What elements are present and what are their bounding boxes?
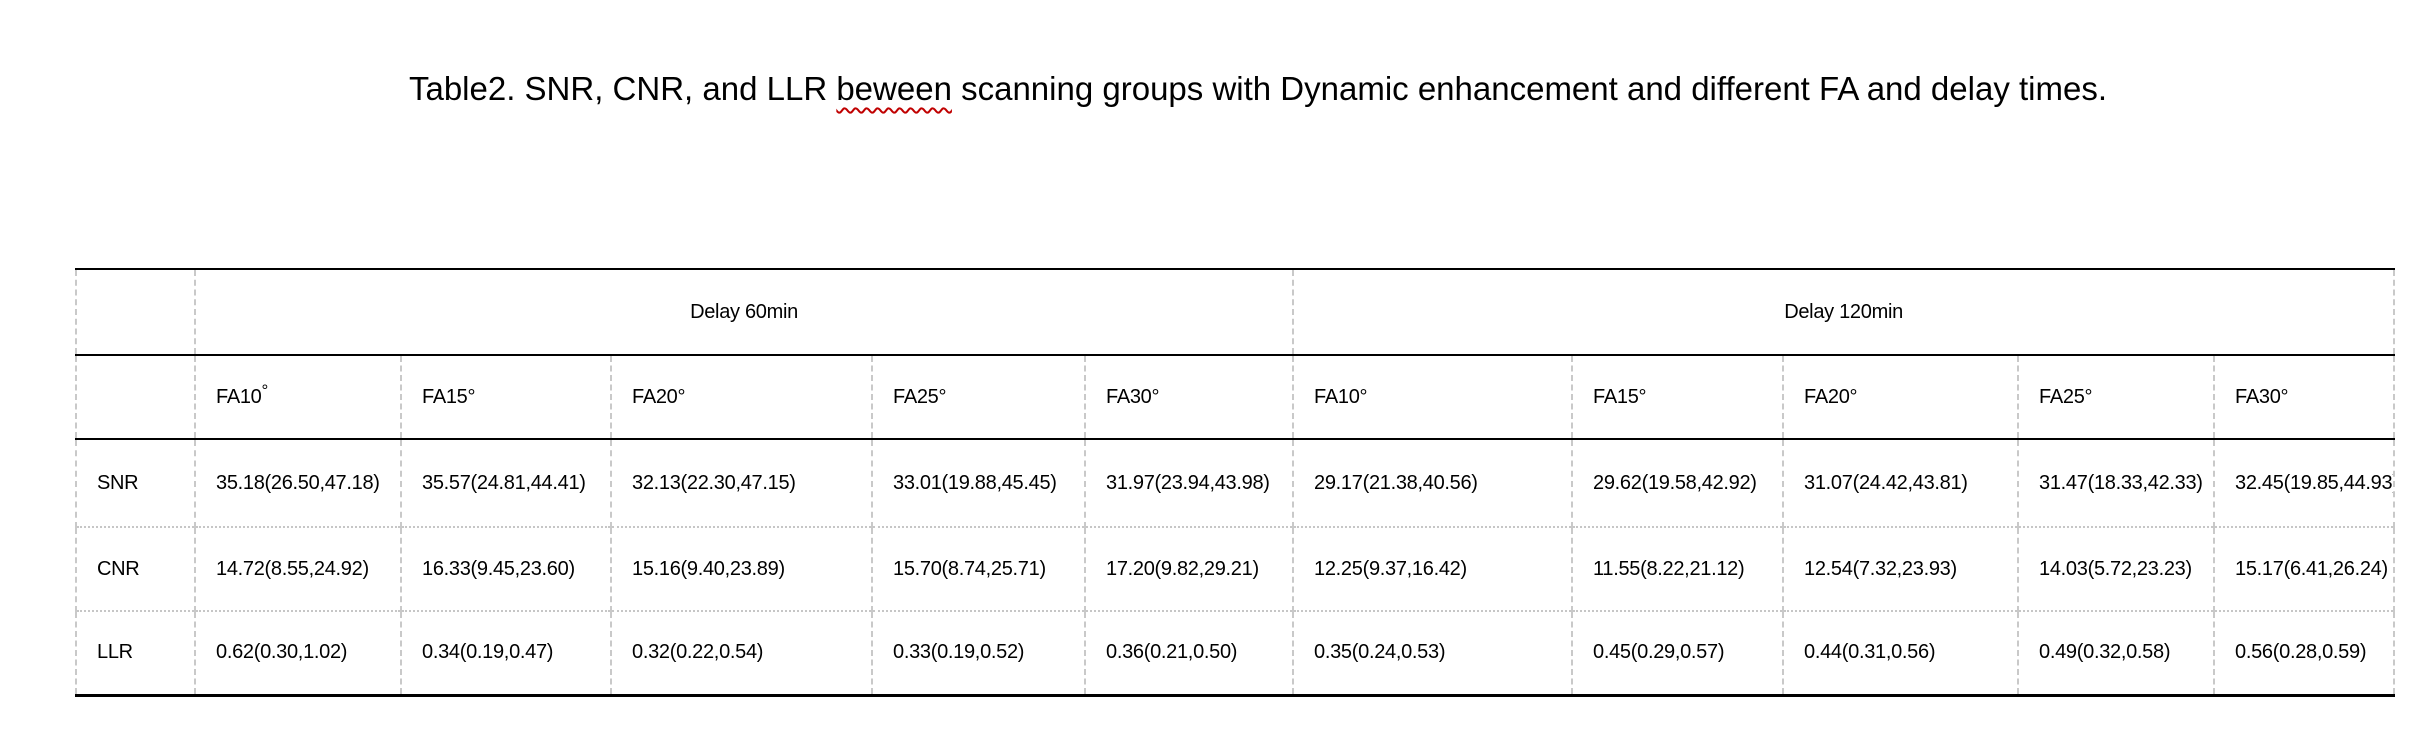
table-cell: 12.54(7.32,23.93) <box>1782 527 2019 612</box>
fa-label: FA30 <box>1106 385 1152 408</box>
table-row-llr: LLR 0.62(0.30,1.02) 0.34(0.19,0.47) 0.32… <box>75 611 2396 697</box>
fa-label: FA10 <box>1314 385 1360 408</box>
degree-symbol: ° <box>938 385 947 408</box>
table-row-cnr: CNR 14.72(8.55,24.92) 16.33(9.45,23.60) … <box>75 527 2396 612</box>
table-caption: Table2. SNR, CNR, and LLR beween scannin… <box>75 70 2393 108</box>
row-label-llr: LLR <box>75 611 195 697</box>
table-cell: 31.47(18.33,42.33) <box>2017 439 2215 528</box>
table-cell: 32.45(19.85,44.93) <box>2213 439 2396 528</box>
fa-label: FA15 <box>422 385 468 408</box>
group-header-delay-60min: Delay 60min <box>193 268 1294 356</box>
table-cell: 15.17(6.41,26.24) <box>2213 527 2396 612</box>
degree-symbol: ° <box>2280 385 2289 408</box>
table-cell: 0.62(0.30,1.02) <box>194 611 401 697</box>
fa-label: FA25 <box>2039 385 2085 408</box>
table-cell: 12.25(9.37,16.42) <box>1292 527 1573 612</box>
column-header-fa20-delay120: FA20° <box>1782 355 2019 440</box>
column-header-fa10-delay60: FA10° <box>194 355 401 440</box>
degree-symbol: ° <box>2084 385 2093 408</box>
table-cell: 0.49(0.32,0.58) <box>2017 611 2215 697</box>
degree-symbol: ° <box>677 385 686 408</box>
degree-symbol: ° <box>467 385 476 408</box>
fa-label: FA30 <box>2235 385 2281 408</box>
fa-label: FA15 <box>1593 385 1639 408</box>
group-header-delay-120min: Delay 120min <box>1292 268 2396 356</box>
column-header-fa20-delay60: FA20° <box>610 355 872 440</box>
table-cell: 35.57(24.81,44.41) <box>400 439 611 528</box>
table-cell: 0.44(0.31,0.56) <box>1782 611 2019 697</box>
row-label-snr: SNR <box>75 439 195 528</box>
table-row-snr: SNR 35.18(26.50,47.18) 35.57(24.81,44.41… <box>75 439 2396 528</box>
table-cell: 33.01(19.88,45.45) <box>871 439 1085 528</box>
table-cell: 16.33(9.45,23.60) <box>400 527 611 612</box>
data-table: Delay 60min Delay 120min FA10° FA15° FA2… <box>75 268 2396 697</box>
table-cell: 31.07(24.42,43.81) <box>1782 439 2019 528</box>
table-cell: 29.17(21.38,40.56) <box>1292 439 1573 528</box>
caption-misspelled-word: beween <box>836 70 952 107</box>
table-cell: 14.72(8.55,24.92) <box>194 527 401 612</box>
fa-label: FA20 <box>632 385 678 408</box>
fa-label: FA20 <box>1804 385 1850 408</box>
degree-symbol: ° <box>1638 385 1647 408</box>
table-cell: 17.20(9.82,29.21) <box>1083 527 1294 612</box>
table-cell: 29.62(19.58,42.92) <box>1571 439 1784 528</box>
degree-symbol: ° <box>1849 385 1858 408</box>
table-cell: 0.45(0.29,0.57) <box>1571 611 1784 697</box>
table-cell: 15.16(9.40,23.89) <box>610 527 872 612</box>
table-cell: 15.70(8.74,25.71) <box>871 527 1085 612</box>
table-cell: 0.32(0.22,0.54) <box>610 611 872 697</box>
table-cell: 0.35(0.24,0.53) <box>1292 611 1573 697</box>
column-header-fa30-delay60: FA30° <box>1083 355 1294 440</box>
column-header-fa25-delay60: FA25° <box>871 355 1085 440</box>
table-cell: 11.55(8.22,21.12) <box>1571 527 1784 612</box>
column-header-fa30-delay120: FA30° <box>2213 355 2396 440</box>
corner-cell <box>75 355 195 440</box>
corner-cell <box>75 268 195 356</box>
table-cell: 0.36(0.21,0.50) <box>1083 611 1294 697</box>
table-cell: 35.18(26.50,47.18) <box>194 439 401 528</box>
table-cell: 31.97(23.94,43.98) <box>1083 439 1294 528</box>
table-cell: 0.34(0.19,0.47) <box>400 611 611 697</box>
column-header-row: FA10° FA15° FA20° FA25° FA30° FA10° FA15… <box>75 355 2396 440</box>
fa-label: FA10 <box>216 385 262 408</box>
column-header-fa15-delay120: FA15° <box>1571 355 1784 440</box>
table-cell: 32.13(22.30,47.15) <box>610 439 872 528</box>
degree-symbol: ° <box>261 381 269 401</box>
row-label-cnr: CNR <box>75 527 195 612</box>
degree-symbol: ° <box>1359 385 1368 408</box>
data-table-container: Delay 60min Delay 120min FA10° FA15° FA2… <box>75 268 2396 697</box>
table-cell: 0.56(0.28,0.59) <box>2213 611 2396 697</box>
table-cell: 14.03(5.72,23.23) <box>2017 527 2215 612</box>
column-header-fa25-delay120: FA25° <box>2017 355 2215 440</box>
group-header-row: Delay 60min Delay 120min <box>75 268 2396 356</box>
column-header-fa10-delay120: FA10° <box>1292 355 1573 440</box>
table-cell: 0.33(0.19,0.52) <box>871 611 1085 697</box>
degree-symbol: ° <box>1151 385 1160 408</box>
caption-text-before: Table2. SNR, CNR, and LLR <box>408 70 837 107</box>
fa-label: FA25 <box>893 385 939 408</box>
column-header-fa15-delay60: FA15° <box>400 355 611 440</box>
caption-text-after: scanning groups with Dynamic enhancement… <box>951 70 2108 107</box>
